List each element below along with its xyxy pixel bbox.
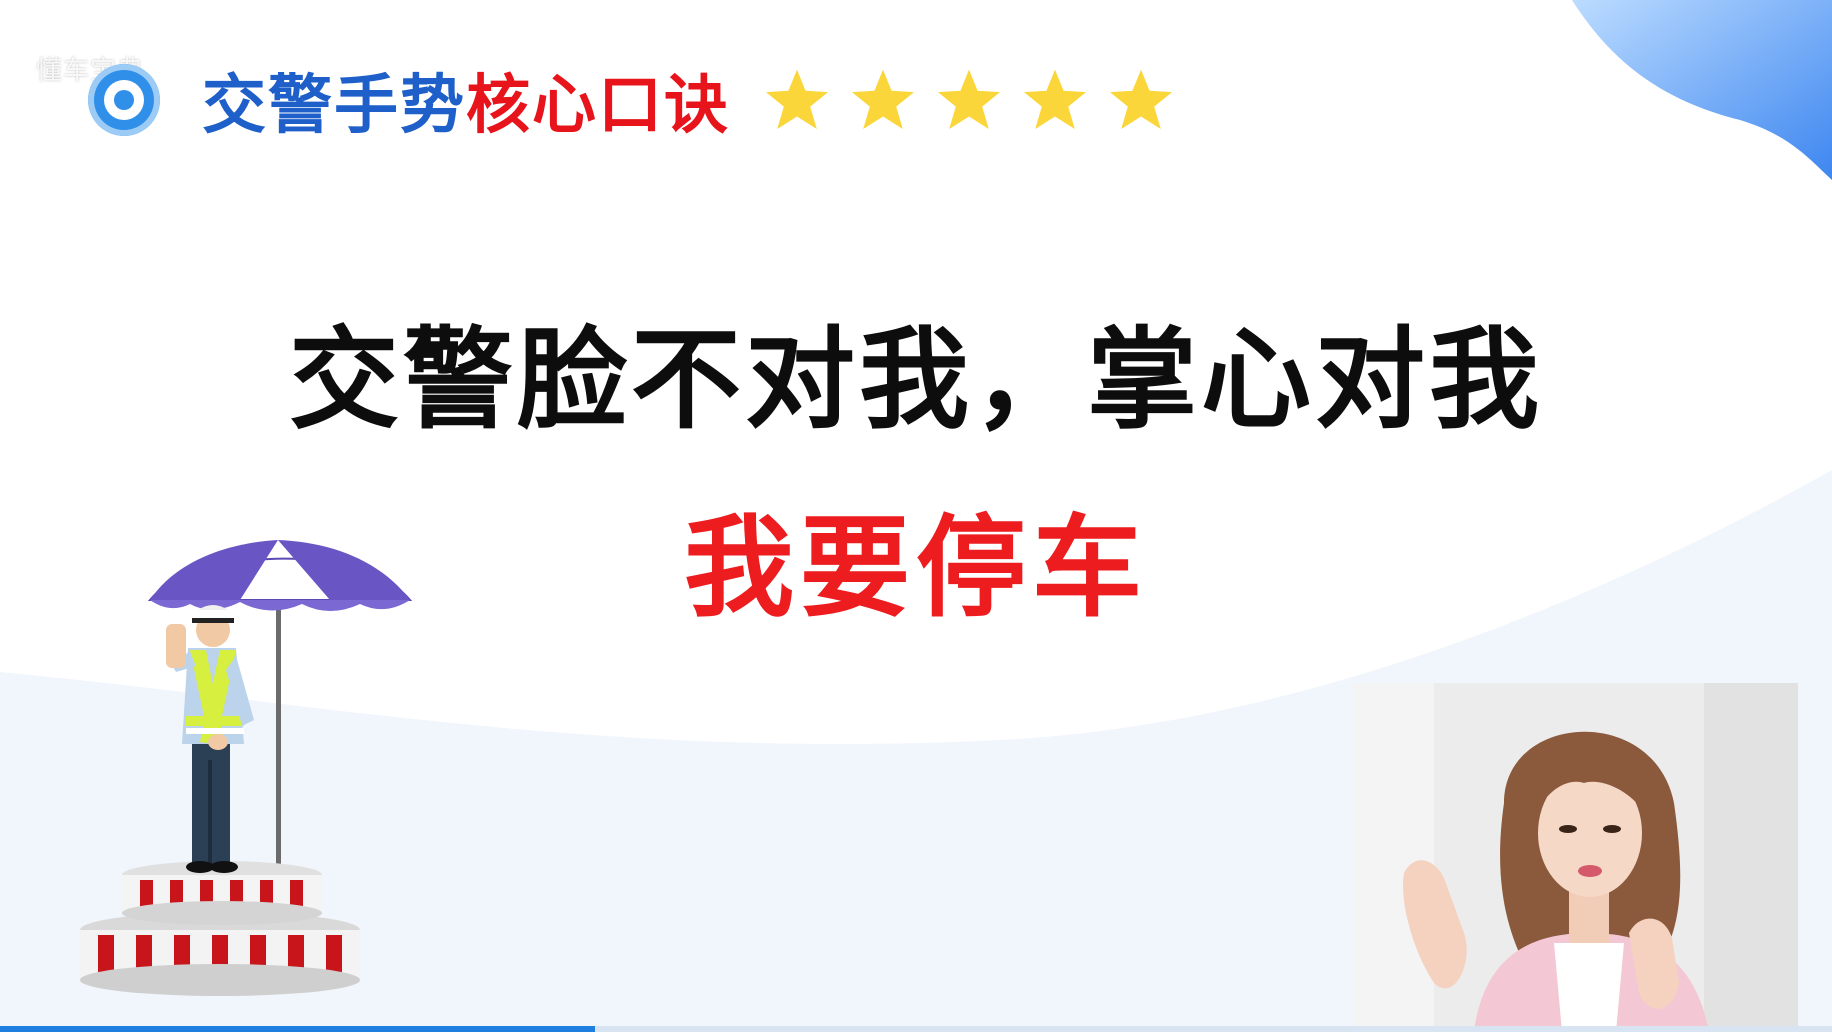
presenter-webcam: [1354, 683, 1798, 1032]
title-red-part: 核心口诀: [466, 69, 730, 143]
star-icon: [765, 69, 829, 130]
title-blue-part: 交警手势: [202, 69, 466, 143]
traffic-officer-illustration: [80, 540, 413, 996]
video-progress-bar[interactable]: [0, 1026, 1832, 1032]
logo-icon: [88, 64, 160, 136]
star-rating: [764, 67, 1174, 133]
star-icon: [851, 69, 915, 130]
mnemonic-line-1: 交警脸不对我，掌心对我: [289, 316, 1543, 444]
header: 交警手势核心口诀: [88, 50, 1174, 150]
star-icon: [1109, 69, 1173, 130]
star-icon: [1023, 69, 1087, 130]
page-title: 交警手势核心口诀: [202, 54, 730, 146]
mnemonic-line-2: 我要停车: [684, 504, 1148, 632]
star-icon: [937, 69, 1001, 130]
video-progress-fill: [0, 1026, 596, 1032]
